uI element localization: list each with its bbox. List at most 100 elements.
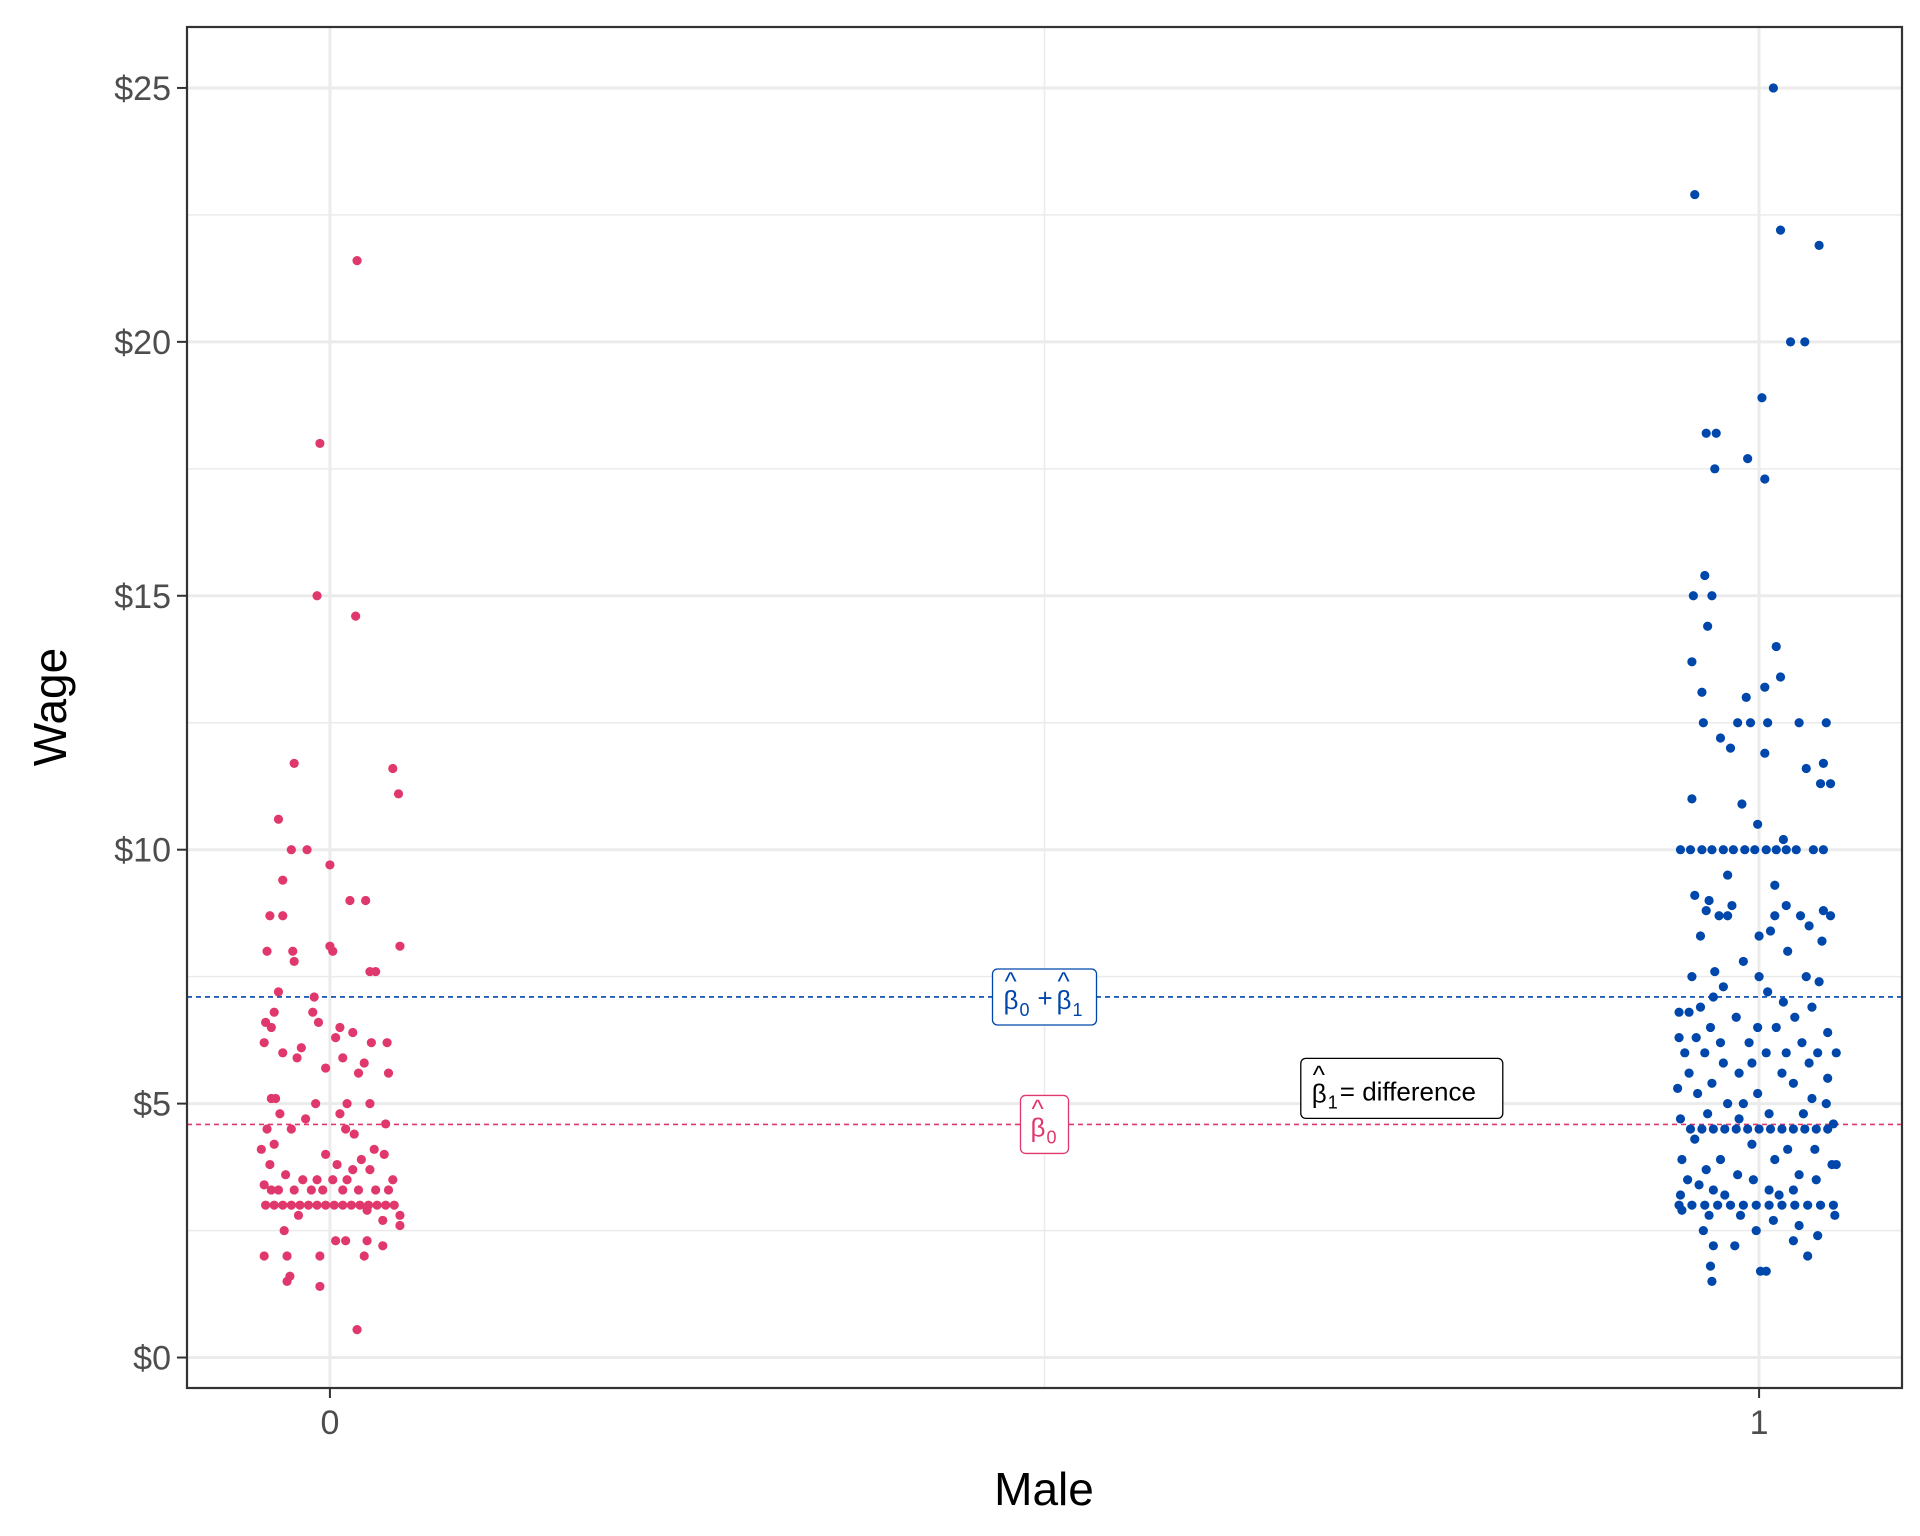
data-point xyxy=(288,946,298,956)
data-point xyxy=(289,758,299,768)
data-point xyxy=(1690,189,1700,200)
data-point xyxy=(269,1200,279,1210)
data-point xyxy=(1770,880,1780,890)
data-point xyxy=(1675,1114,1686,1124)
data-point xyxy=(1710,966,1720,977)
data-point xyxy=(289,956,299,967)
data-point xyxy=(349,1129,359,1139)
data-point xyxy=(1815,779,1826,789)
data-point xyxy=(298,1175,308,1185)
data-point xyxy=(1687,972,1697,982)
data-point xyxy=(1734,1068,1744,1078)
data-point xyxy=(1697,1124,1707,1134)
hat-symbol: ^ xyxy=(1005,966,1018,996)
data-point xyxy=(378,1241,388,1251)
data-point xyxy=(1830,1210,1840,1220)
data-point xyxy=(331,1032,341,1043)
x-tick-label: 0 xyxy=(320,1404,339,1442)
data-point xyxy=(338,1053,348,1063)
subscript: 1 xyxy=(1328,1092,1338,1112)
data-point xyxy=(1790,1200,1800,1210)
data-point xyxy=(351,611,361,621)
data-point xyxy=(1771,845,1781,855)
data-point xyxy=(328,1175,338,1185)
data-point xyxy=(1697,687,1707,697)
data-point xyxy=(1788,1236,1798,1246)
data-point xyxy=(1704,895,1714,906)
data-point xyxy=(1775,672,1786,682)
data-point xyxy=(1738,1099,1748,1109)
data-point xyxy=(352,1324,362,1335)
subscript: 1 xyxy=(1073,1000,1083,1020)
data-point xyxy=(1687,794,1697,804)
major-gridlines xyxy=(187,27,1902,1388)
data-point xyxy=(1707,1276,1717,1286)
label-box xyxy=(1300,1057,1504,1120)
data-point xyxy=(1727,900,1737,911)
data-point xyxy=(1753,819,1763,829)
data-point xyxy=(1794,1170,1804,1180)
data-point xyxy=(1791,845,1801,855)
data-point xyxy=(365,1165,375,1175)
data-point xyxy=(1754,972,1764,982)
data-point xyxy=(1803,1251,1813,1261)
data-point xyxy=(278,1048,288,1058)
data-point xyxy=(1768,1215,1778,1226)
data-point xyxy=(312,1200,322,1210)
data-point xyxy=(286,845,296,855)
data-point xyxy=(1731,1124,1741,1134)
data-point xyxy=(1698,718,1708,728)
data-point xyxy=(1708,1124,1718,1134)
data-point xyxy=(1740,845,1750,855)
data-point xyxy=(261,1200,271,1210)
data-point xyxy=(1687,657,1697,667)
data-point xyxy=(289,1185,299,1195)
data-point xyxy=(359,1251,369,1261)
data-point xyxy=(1708,992,1718,1002)
annotations: β^0 + β^1β^0β^1 = difference xyxy=(991,966,1504,1155)
y-tick-label: $15 xyxy=(114,578,171,616)
beta-symbol: β xyxy=(1004,985,1019,1015)
data-point xyxy=(1718,982,1728,992)
data-point xyxy=(355,1200,365,1210)
data-point xyxy=(1777,1068,1787,1078)
data-point xyxy=(348,1165,358,1175)
data-point xyxy=(371,1185,381,1195)
data-point xyxy=(1690,890,1700,900)
data-point xyxy=(321,1200,331,1210)
data-point xyxy=(1783,1144,1793,1154)
y-tick-label: $5 xyxy=(133,1086,171,1124)
data-point xyxy=(383,1185,394,1195)
y-tick-label: $10 xyxy=(114,832,171,870)
data-point xyxy=(1738,1200,1748,1210)
data-point xyxy=(1720,1190,1730,1200)
plot-border xyxy=(185,25,1904,1390)
data-point xyxy=(1781,900,1791,911)
data-point xyxy=(342,1175,352,1185)
data-point xyxy=(1697,845,1707,855)
data-point xyxy=(359,1058,369,1068)
data-point xyxy=(1778,997,1788,1007)
data-point xyxy=(1765,926,1776,936)
data-point xyxy=(1723,1099,1733,1109)
data-point xyxy=(1760,474,1770,484)
data-point xyxy=(1733,718,1743,728)
label-box xyxy=(991,968,1098,1026)
data-point xyxy=(382,1038,392,1048)
data-point xyxy=(269,1139,279,1149)
data-point xyxy=(1713,1200,1723,1210)
data-point xyxy=(1700,1200,1710,1210)
data-point xyxy=(1750,845,1760,855)
data-point xyxy=(1745,718,1756,728)
data-point xyxy=(1764,1109,1774,1119)
y-tick-label: $25 xyxy=(114,70,171,108)
label-b0-plus-b1: β^0 + β^1 xyxy=(991,966,1098,1026)
data-point xyxy=(388,763,398,774)
data-point xyxy=(1708,1241,1718,1251)
data-point xyxy=(1748,1175,1758,1185)
beta-symbol: β xyxy=(1057,985,1072,1015)
data-point xyxy=(1788,1078,1798,1088)
x-axis-title: Male xyxy=(994,1463,1094,1515)
data-point xyxy=(1760,748,1770,758)
